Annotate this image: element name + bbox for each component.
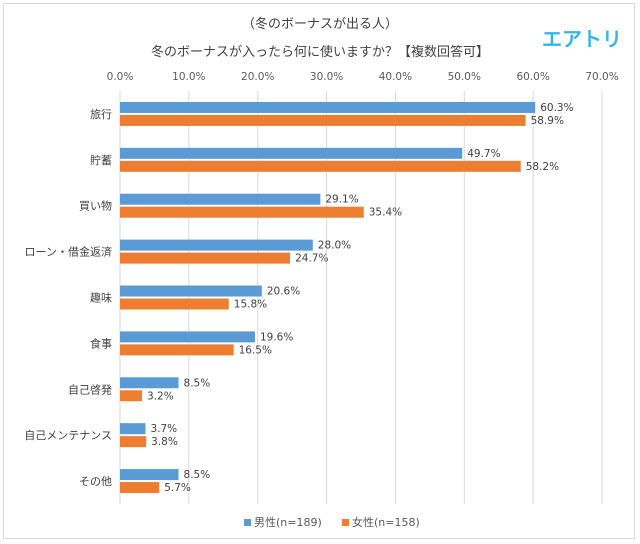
data-label: 5.7% <box>164 482 191 494</box>
data-label: 15.8% <box>234 299 267 311</box>
data-label: 19.6% <box>260 331 293 343</box>
x-tick-label: 40.0% <box>379 71 412 83</box>
x-tick-label: 20.0% <box>241 71 274 83</box>
data-label: 16.5% <box>239 344 272 356</box>
data-label: 3.7% <box>150 423 177 435</box>
data-labels: 60.3%58.9% 49.7% 58.2% 29.1% 35.4% 28.0%24.7%… <box>147 102 574 494</box>
data-label: 60.3% <box>540 102 573 114</box>
bar <box>120 252 291 264</box>
bar <box>120 298 229 310</box>
bar <box>120 482 160 494</box>
bar <box>120 344 234 356</box>
x-tick-label: 10.0% <box>172 71 205 83</box>
bar <box>120 114 526 126</box>
data-label: 24.7% <box>295 253 328 265</box>
legend-swatch <box>244 519 251 526</box>
x-tick-label: 0.0% <box>107 71 134 83</box>
bar <box>120 377 179 389</box>
category-label: 自己メンテナンス <box>24 429 112 442</box>
data-label: 58.2% <box>526 161 559 173</box>
legend-swatch <box>342 519 349 526</box>
gridlines <box>119 91 603 504</box>
category-label: その他 <box>79 475 112 488</box>
chart-frame: （冬のボーナスが出る人） 冬のボーナスが入ったら何に使いますか？【複数回答可】 … <box>3 3 635 539</box>
chart-title: （冬のボーナスが出る人） <box>242 16 398 32</box>
x-axis-ticks: 0.0% 10.0% 20.0% 30.0% 40.0% 50.0% 60.0% 70.0% <box>107 71 619 83</box>
chart-subtitle: 冬のボーナスが入ったら何に使いますか？【複数回答可】 <box>151 44 489 60</box>
legend-label: 男性(n=189) <box>254 515 322 529</box>
bar <box>120 436 147 448</box>
brand-logo: エアトリ <box>542 27 622 51</box>
bar <box>120 239 313 251</box>
category-label: 貯蓄 <box>90 154 112 167</box>
bar-series <box>120 101 536 494</box>
category-label: 食事 <box>90 336 112 350</box>
category-label: 旅行 <box>90 107 112 121</box>
x-tick-label: 50.0% <box>448 71 481 83</box>
data-label: 29.1% <box>325 194 358 206</box>
data-label: 8.5% <box>184 469 211 481</box>
category-label: 自己啓発 <box>68 382 112 396</box>
category-label: ローン・借金返済 <box>25 245 112 259</box>
data-label: 58.9% <box>531 115 564 127</box>
bar <box>120 285 262 297</box>
bar <box>120 101 536 113</box>
bar <box>120 206 364 218</box>
data-label: 3.2% <box>147 390 174 402</box>
category-label: 趣味 <box>90 291 112 305</box>
data-label: 3.8% <box>151 436 178 448</box>
data-label: 49.7% <box>467 148 500 160</box>
bar <box>120 160 521 172</box>
data-label: 8.5% <box>184 377 211 389</box>
bar <box>120 390 143 402</box>
data-label: 35.4% <box>369 207 402 219</box>
bar <box>120 193 321 205</box>
x-tick-label: 70.0% <box>585 71 618 83</box>
data-label: 20.6% <box>267 286 300 298</box>
bar <box>120 469 179 481</box>
data-label: 28.0% <box>318 240 351 252</box>
bar <box>120 423 146 435</box>
legend: 男性(n=189) 女性(n=158) <box>244 515 420 529</box>
category-label: 買い物 <box>79 199 112 213</box>
legend-label: 女性(n=158) <box>352 515 420 529</box>
x-tick-label: 30.0% <box>310 71 343 83</box>
chart-svg: （冬のボーナスが出る人） 冬のボーナスが入ったら何に使いますか？【複数回答可】 … <box>24 16 622 529</box>
x-tick-label: 60.0% <box>516 71 549 83</box>
bar <box>120 147 463 159</box>
bar <box>120 331 255 343</box>
